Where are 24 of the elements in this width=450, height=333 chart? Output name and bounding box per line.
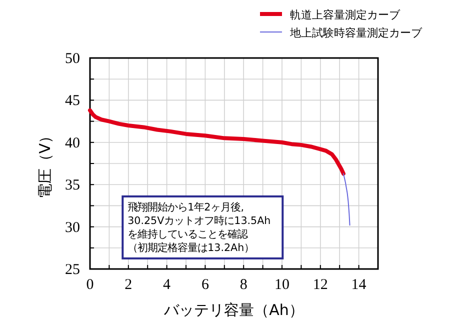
x-tick-label: 14 xyxy=(351,277,367,293)
y-tick-label: 40 xyxy=(65,135,80,152)
x-tick-label: 12 xyxy=(312,277,328,293)
legend-label: 地上試験時容量測定カーブ xyxy=(289,26,423,40)
line-series xyxy=(88,108,346,176)
x-tick-label: 8 xyxy=(240,277,248,293)
annotation: （初期定格容量は13.2Ah） xyxy=(128,242,254,254)
y-axis-title: 電圧（V） xyxy=(36,128,54,199)
y-tick-label: 35 xyxy=(65,178,80,194)
x-tick-label: 0 xyxy=(86,277,94,293)
legend-label: 軌道上容量測定カーブ xyxy=(290,8,401,22)
y-tick-label: 30 xyxy=(65,220,80,236)
x-axis-title: バッテリ容量（Ah） xyxy=(163,301,304,319)
y-tick-label: 50 xyxy=(65,51,80,67)
x-tick-label: 10 xyxy=(274,277,290,293)
y-tick-label: 25 xyxy=(65,262,80,278)
line-series xyxy=(342,173,350,226)
annotation: 飛翔開始から1年2ヶ月後, xyxy=(128,201,244,214)
x-tick-label: 6 xyxy=(201,277,210,293)
annotation: を維持していることを確認 xyxy=(128,228,248,240)
x-tick-label: 2 xyxy=(124,277,132,293)
x-tick-label: 4 xyxy=(163,277,172,293)
y-tick-label: 45 xyxy=(65,93,80,110)
annotation: 30.25Vカットオフ時に13.5Ah xyxy=(128,214,271,227)
